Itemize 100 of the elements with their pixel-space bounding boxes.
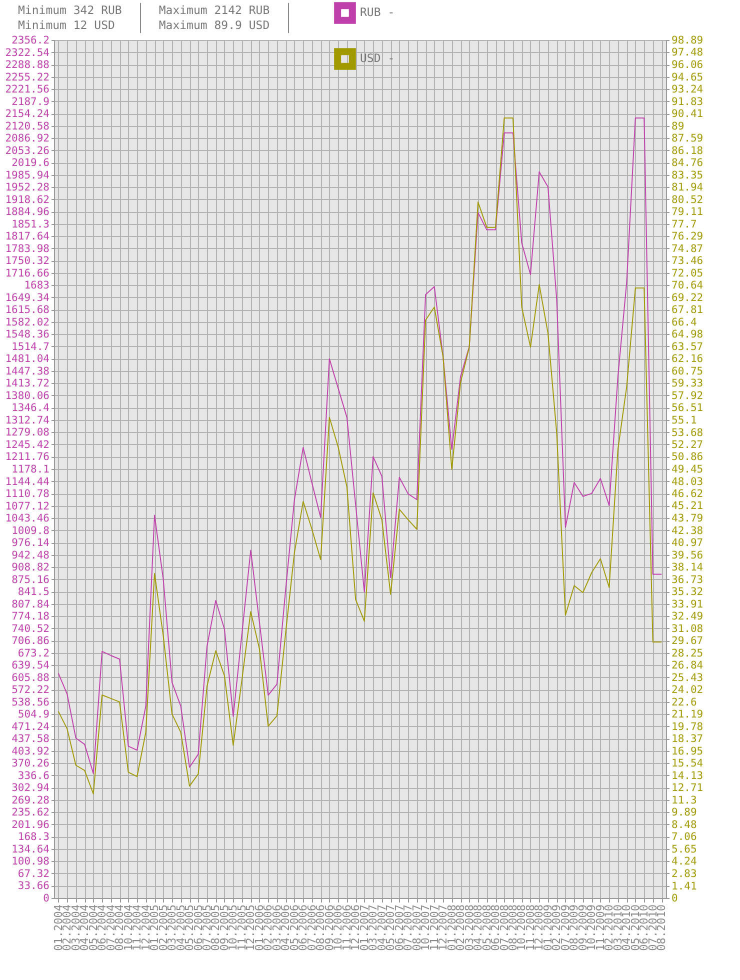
- y2-tick-label: 48.03: [672, 476, 704, 488]
- y-tick-label: 1514.7: [12, 340, 50, 353]
- y2-tick-label: 73.46: [672, 255, 704, 268]
- y2-tick-label: 90.41: [672, 108, 704, 120]
- y-tick-label: 572.22: [12, 684, 50, 696]
- y-tick-label: 370.26: [12, 758, 50, 770]
- x-tick-label: 08.2010: [655, 904, 668, 951]
- y-tick-label: 1009.8: [12, 524, 50, 537]
- y2-tick-label: 32.49: [672, 610, 704, 623]
- y-tick-label: 1110.78: [5, 488, 50, 500]
- y-tick-label: 235.62: [12, 806, 50, 819]
- y2-tick-label: 26.84: [672, 660, 704, 672]
- y-tick-label: 1884.96: [5, 206, 50, 218]
- y2-tick-label: 55.1: [672, 414, 697, 426]
- y-tick-label: 201.96: [12, 818, 50, 831]
- y2-tick-label: 28.25: [672, 647, 704, 660]
- y-tick-label: 1447.38: [5, 365, 50, 378]
- y2-tick-label: 43.79: [672, 512, 704, 525]
- y2-tick-label: 91.83: [672, 96, 704, 108]
- y-tick-label: 1817.64: [5, 230, 50, 243]
- y-tick-label: 2322.54: [5, 46, 50, 59]
- y-tick-label: 538.56: [12, 696, 50, 708]
- y2-tick-label: 25.43: [672, 672, 704, 684]
- y2-tick-label: 15.54: [672, 758, 704, 770]
- y-tick-label: 1582.02: [5, 316, 50, 328]
- y2-tick-label: 81.94: [672, 182, 704, 194]
- y-tick-label: 1851.3: [12, 218, 50, 230]
- y2-tick-label: 98.89: [672, 34, 704, 46]
- y-tick-label: 2255.22: [5, 71, 50, 84]
- y2-tick-label: 16.95: [672, 745, 704, 758]
- y2-tick-label: 72.05: [672, 267, 704, 280]
- y-tick-label: 673.2: [18, 647, 50, 660]
- y-tick-label: 33.66: [18, 880, 50, 892]
- y2-tick-label: 11.3: [672, 794, 697, 806]
- y2-tick-label: 96.06: [672, 59, 704, 72]
- y-tick-label: 774.18: [12, 610, 50, 623]
- y2-tick-label: 2.83: [672, 868, 697, 880]
- y2-tick-label: 52.27: [672, 438, 704, 451]
- y2-tick-label: 38.14: [672, 562, 704, 574]
- y2-tick-label: 60.75: [672, 365, 704, 378]
- y-tick-label: 1750.32: [5, 255, 50, 268]
- y2-tick-label: 12.71: [672, 782, 704, 794]
- y2-tick-label: 69.22: [672, 292, 704, 304]
- y2-tick-label: 29.67: [672, 635, 704, 648]
- y-tick-label: 1178.1: [12, 464, 50, 476]
- y-tick-label: 302.94: [12, 782, 50, 794]
- y-tick-label: 605.88: [12, 672, 50, 684]
- y-tick-label: 134.64: [12, 843, 50, 856]
- y2-tick-label: 76.29: [672, 230, 704, 243]
- y-tick-label: 2120.58: [5, 120, 50, 132]
- y2-tick-label: 42.38: [672, 524, 704, 537]
- y-tick-label: 1615.68: [5, 304, 50, 316]
- y-tick-label: 1481.04: [5, 353, 50, 366]
- y-tick-label: 1783.98: [5, 242, 50, 255]
- y-tick-label: 875.16: [12, 574, 50, 586]
- y-tick-label: 1380.06: [5, 390, 50, 402]
- y-tick-label: 2288.88: [5, 59, 50, 72]
- y-tick-label: 269.28: [12, 794, 50, 806]
- y-tick-label: 471.24: [12, 720, 50, 733]
- y2-tick-label: 31.08: [672, 622, 704, 635]
- y-tick-label: 706.86: [12, 635, 50, 648]
- y2-tick-label: 46.62: [672, 488, 704, 500]
- y-tick-label: 1716.66: [5, 267, 50, 280]
- y2-tick-label: 40.97: [672, 537, 704, 550]
- y2-tick-label: 74.87: [672, 242, 704, 255]
- y2-tick-label: 93.24: [672, 84, 704, 96]
- y2-tick-label: 97.48: [672, 46, 704, 59]
- y-tick-label: 908.82: [12, 562, 50, 574]
- y-tick-label: 976.14: [12, 537, 50, 550]
- y-tick-label: 2221.56: [5, 84, 50, 96]
- y2-tick-label: 53.68: [672, 426, 704, 439]
- y-tick-label: 2187.9: [12, 96, 50, 108]
- y-tick-label: 639.54: [12, 660, 50, 672]
- y-tick-label: 504.9: [18, 708, 50, 721]
- y2-tick-label: 22.6: [672, 696, 697, 708]
- y-tick-label: 0: [43, 892, 50, 904]
- y2-tick-label: 59.33: [672, 378, 704, 390]
- y2-tick-label: 36.73: [672, 574, 704, 586]
- y2-tick-label: 67.81: [672, 304, 704, 316]
- y2-tick-label: 49.45: [672, 463, 704, 476]
- y2-tick-label: 33.91: [672, 598, 704, 610]
- y2-tick-label: 21.19: [672, 708, 704, 721]
- y2-tick-label: 0: [672, 892, 678, 904]
- y2-tick-label: 70.64: [672, 280, 704, 292]
- y2-tick-label: 89: [672, 120, 684, 132]
- y-tick-label: 1918.62: [5, 194, 50, 206]
- y2-tick-label: 8.48: [672, 818, 697, 831]
- y-tick-label: 1548.36: [5, 328, 50, 341]
- y-tick-label: 1312.74: [5, 414, 50, 426]
- y-tick-label: 168.3: [18, 831, 50, 844]
- y2-tick-label: 86.18: [672, 144, 704, 157]
- y2-tick-label: 80.52: [672, 194, 704, 206]
- legend-label: RUB -: [360, 5, 395, 19]
- y-tick-label: 403.92: [12, 745, 50, 758]
- y2-tick-label: 63.57: [672, 340, 704, 353]
- legend-label: USD -: [360, 51, 395, 65]
- y-tick-label: 841.5: [18, 586, 50, 598]
- y-tick-label: 1683: [24, 280, 50, 292]
- y-tick-label: 740.52: [12, 622, 50, 635]
- text: Maximum 2142 RUB: [140, 3, 289, 18]
